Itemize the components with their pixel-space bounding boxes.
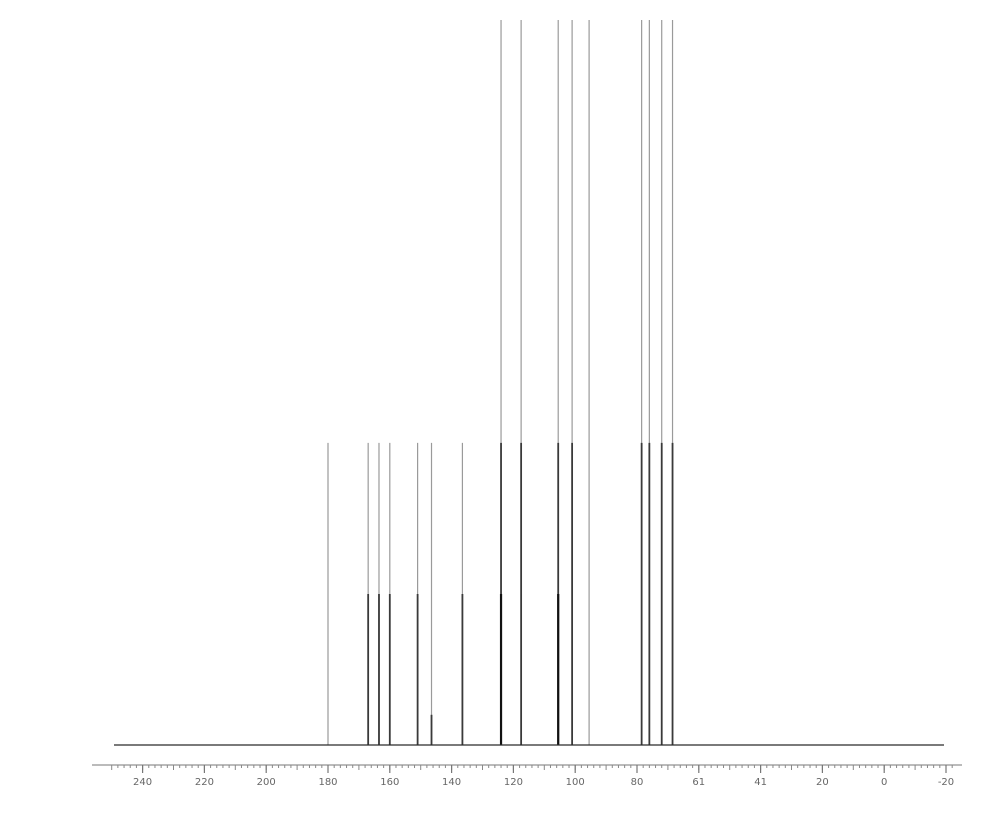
tick-label: -20	[938, 777, 954, 788]
tick-label: 41	[754, 777, 767, 788]
x-axis-minor-ticks	[111, 765, 953, 770]
x-axis-major-ticks	[142, 765, 947, 773]
x-axis: 240 220 200 180 160 140 120 100 80 61 41 20 0 -20	[92, 764, 962, 788]
tick-label: 160	[380, 777, 399, 788]
tick-label: 140	[442, 777, 461, 788]
tick-label: 220	[195, 777, 214, 788]
peaks-layer	[327, 20, 674, 745]
tick-label: 0	[881, 777, 887, 788]
tick-label: 180	[318, 777, 337, 788]
tick-label: 100	[566, 777, 585, 788]
x-axis-tick-labels: 240 220 200 180 160 140 120 100 80 61 41 20 0 -20	[133, 777, 954, 788]
tick-label: 20	[816, 777, 829, 788]
tick-label: 240	[133, 777, 152, 788]
tick-label: 200	[257, 777, 276, 788]
tick-label: 61	[692, 777, 705, 788]
tick-label: 80	[631, 777, 644, 788]
tick-label: 120	[504, 777, 523, 788]
